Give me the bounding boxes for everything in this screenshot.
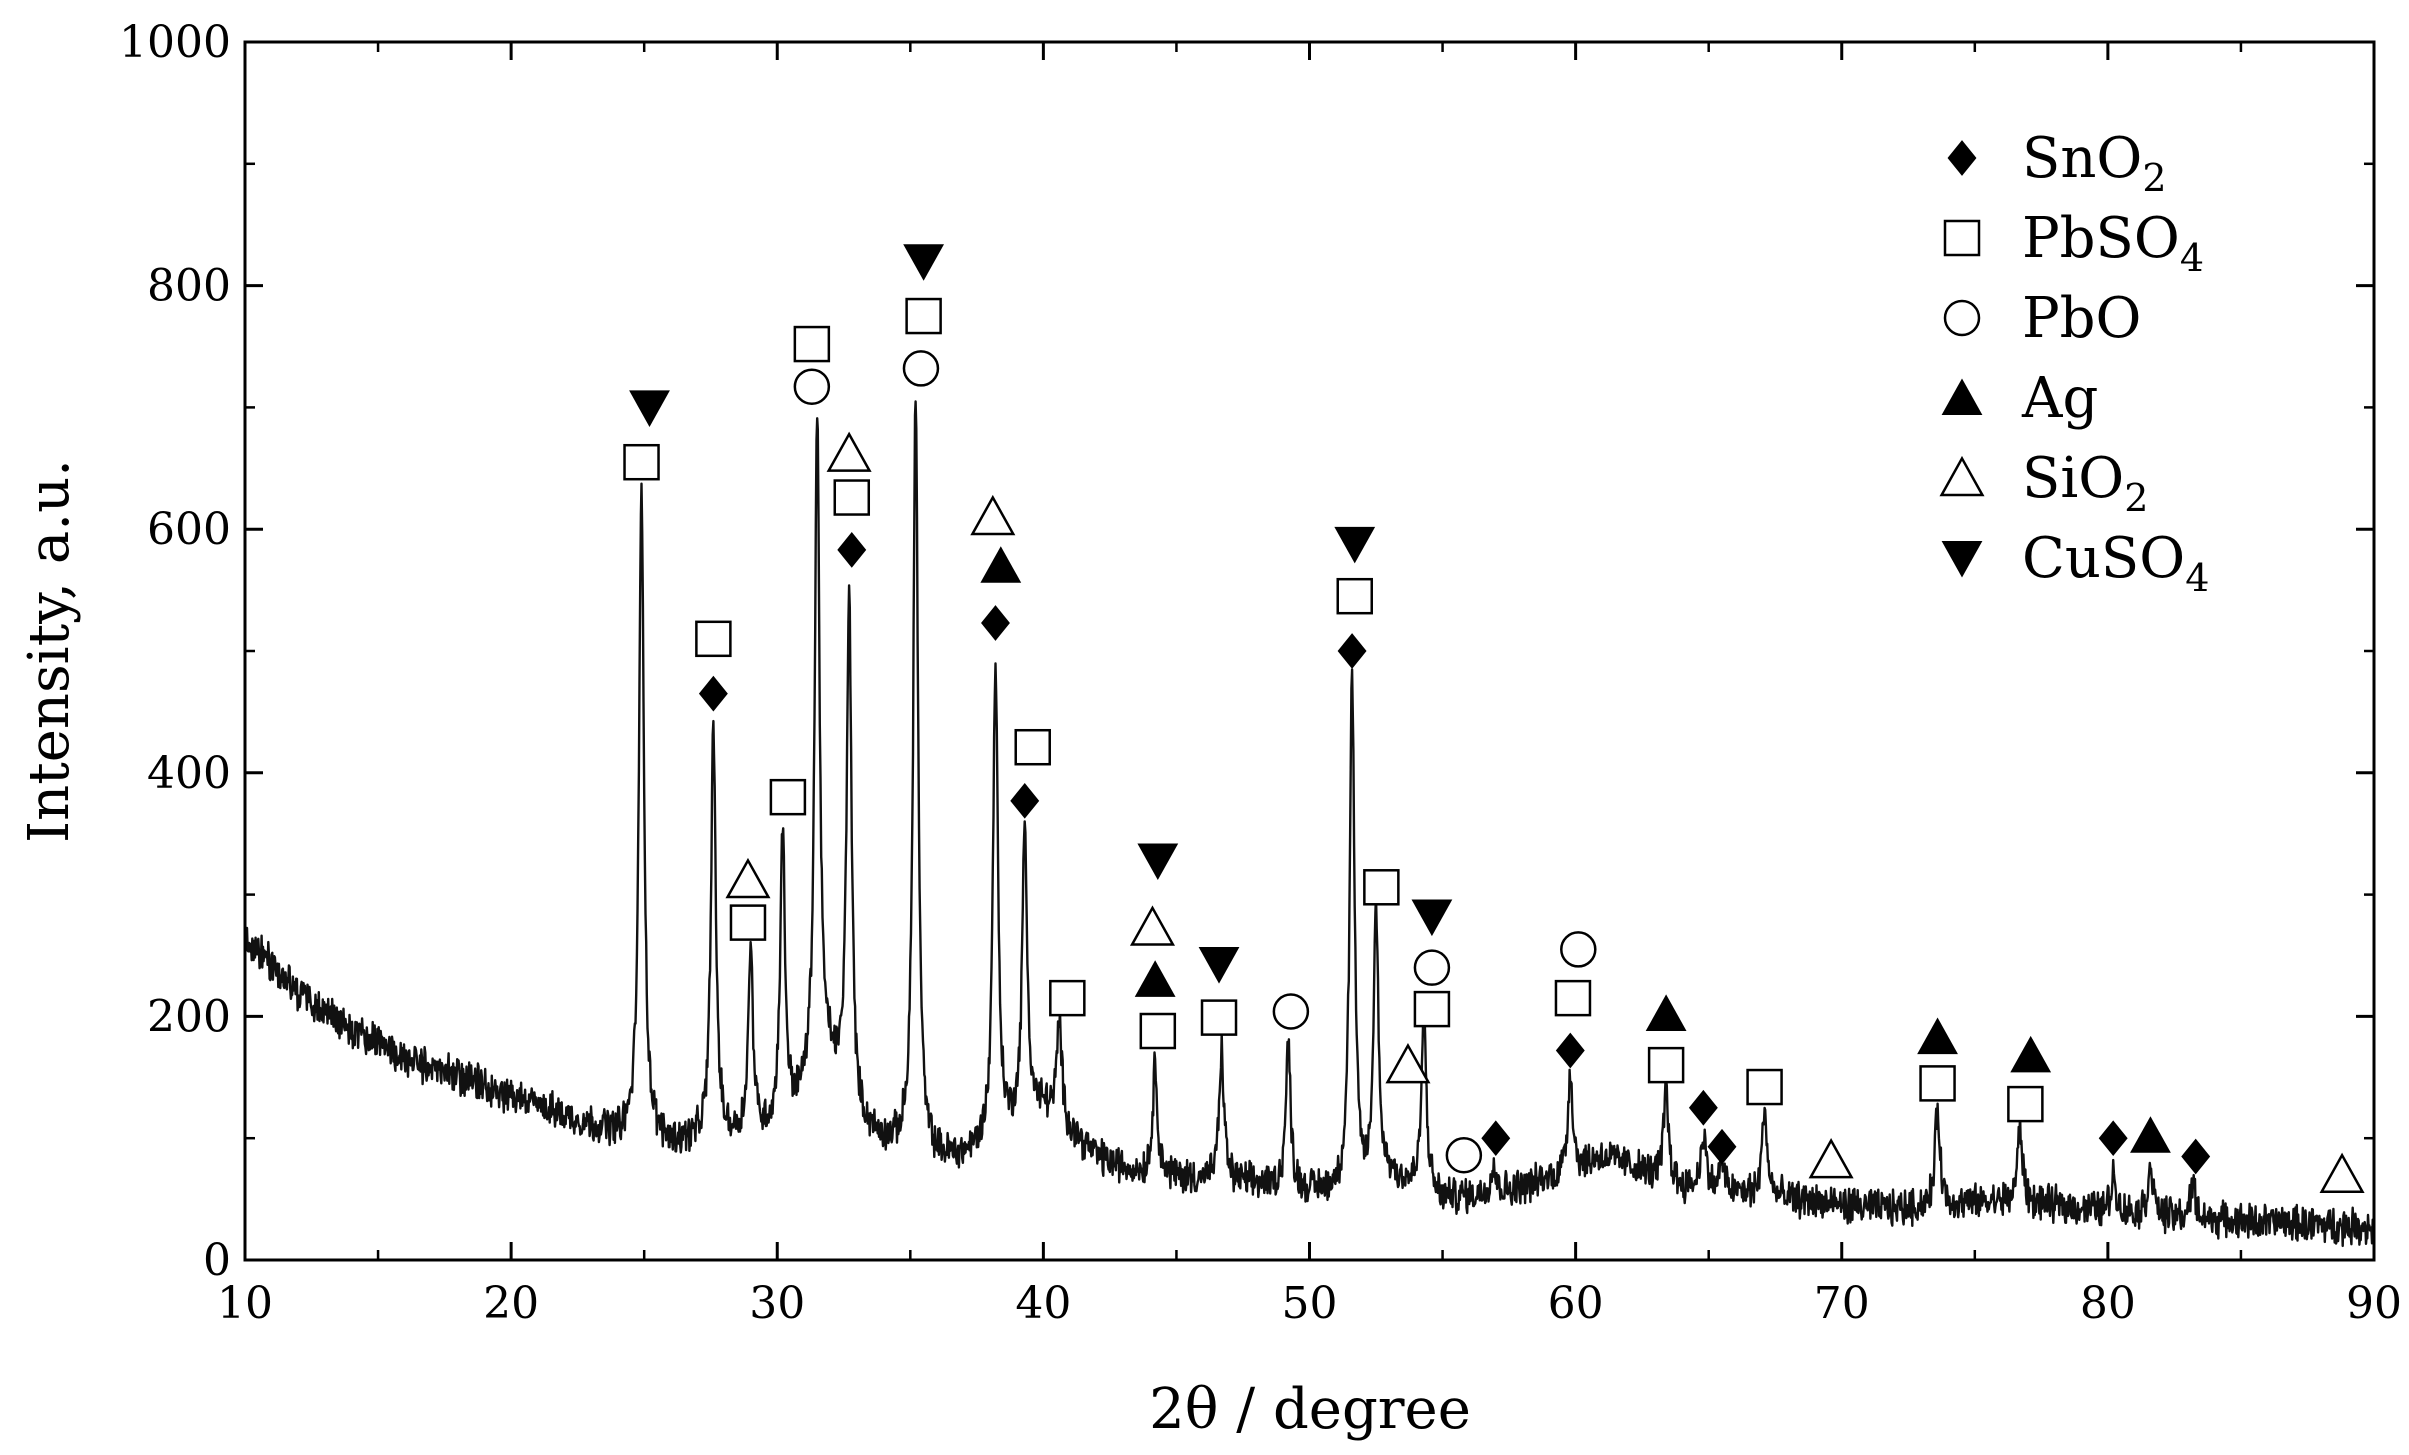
open-circle-marker-38 — [1560, 931, 1597, 968]
filled-diamond-marker-3 — [698, 675, 728, 712]
legend-marker-5 — [1941, 541, 1983, 578]
xrd-pattern-line — [243, 400, 2376, 1248]
filled-triangle-up-marker-52 — [2130, 1116, 2171, 1153]
legend-label-4: SiO2 — [2022, 446, 2148, 520]
open-square-marker-24 — [1139, 1012, 1177, 1050]
filled-diamond-marker-19 — [1010, 782, 1040, 819]
y-tick-label-1000: 1000 — [119, 17, 231, 68]
y-tick-label-400: 400 — [147, 748, 231, 799]
open-square-marker-20 — [1049, 979, 1086, 1017]
legend-label-2: PbO — [2022, 286, 2141, 351]
x-tick-label-30: 30 — [749, 1278, 805, 1329]
filled-triangle-up-marker-47 — [1917, 1017, 1958, 1055]
legend-label-3: Ag — [2021, 366, 2098, 431]
open-square-marker-48 — [1919, 1065, 1956, 1102]
filled-triangle-down-marker-32 — [1411, 899, 1453, 937]
filled-diamond-marker-51 — [2098, 1120, 2128, 1157]
x-tick-label-50: 50 — [1282, 1278, 1338, 1329]
open-circle-marker-8 — [793, 368, 831, 405]
diffraction-pattern — [243, 400, 2376, 1248]
open-square-marker-18 — [1014, 728, 1051, 766]
x-tick-label-20: 20 — [483, 1278, 539, 1329]
legend-marker-1 — [1943, 219, 1981, 257]
x-tick-label-10: 10 — [217, 1278, 273, 1329]
open-square-marker-39 — [1554, 979, 1592, 1017]
x-tick-label-40: 40 — [1015, 1278, 1071, 1329]
open-square-marker-6 — [769, 778, 807, 816]
open-square-marker-31 — [1363, 869, 1400, 906]
open-triangle-up-marker-46 — [1808, 1138, 1854, 1179]
open-square-marker-34 — [1413, 990, 1451, 1028]
open-square-marker-50 — [2007, 1085, 2044, 1123]
filled-diamond-marker-17 — [981, 605, 1010, 641]
legend-label-0: SnO2 — [2022, 126, 2167, 200]
open-square-marker-5 — [729, 904, 767, 941]
open-triangle-up-marker-35 — [1385, 1043, 1431, 1084]
y-tick-label-200: 200 — [147, 991, 231, 1042]
open-triangle-up-marker-9 — [826, 431, 872, 472]
filled-triangle-down-marker-0 — [629, 390, 670, 427]
y-tick-label-0: 0 — [203, 1235, 231, 1286]
x-tick-label-80: 80 — [2080, 1278, 2136, 1329]
open-triangle-up-marker-54 — [2319, 1152, 2365, 1193]
filled-diamond-marker-53 — [2181, 1138, 2211, 1175]
filled-diamond-marker-30 — [1337, 633, 1367, 669]
phase-markers — [623, 244, 2365, 1193]
legend-marker-0 — [1947, 140, 1977, 176]
x-axis: 10 20 30 40 50 60 70 80 90 — [217, 42, 2402, 1329]
open-circle-marker-27 — [1272, 993, 1310, 1030]
filled-diamond-marker-40 — [1555, 1032, 1585, 1069]
filled-triangle-down-marker-12 — [903, 244, 945, 281]
x-tick-label-70: 70 — [1814, 1278, 1870, 1329]
filled-diamond-marker-11 — [837, 532, 867, 568]
y-tick-label-600: 600 — [147, 504, 231, 555]
legend-marker-4 — [1939, 455, 1985, 497]
legend-marker-3 — [1941, 378, 1983, 415]
y-tick-label-800: 800 — [147, 261, 231, 312]
filled-triangle-up-marker-49 — [2010, 1035, 2052, 1073]
open-square-marker-1 — [623, 443, 660, 481]
filled-diamond-marker-37 — [1481, 1120, 1511, 1157]
y-axis: 0 200 400 600 800 1000 — [119, 17, 2374, 1286]
x-tick-label-90: 90 — [2346, 1278, 2402, 1329]
y-axis-title: Intensity, a.u. — [17, 459, 82, 843]
open-square-marker-29 — [1336, 577, 1373, 615]
legend-marker-2 — [1943, 299, 1981, 337]
open-square-marker-26 — [1200, 999, 1238, 1036]
open-circle-marker-33 — [1413, 949, 1451, 986]
legend-label-1: PbSO4 — [2022, 206, 2204, 280]
filled-triangle-down-marker-25 — [1198, 947, 1240, 984]
open-square-marker-7 — [793, 325, 831, 363]
open-square-marker-2 — [695, 620, 732, 658]
open-circle-marker-36 — [1445, 1137, 1483, 1174]
legend-label-5: CuSO4 — [2022, 526, 2209, 600]
filled-diamond-marker-44 — [1707, 1128, 1737, 1165]
x-axis-title: 2θ / degree — [1149, 1377, 1471, 1442]
filled-triangle-down-marker-21 — [1137, 843, 1179, 881]
x-tick-label-60: 60 — [1548, 1278, 1604, 1329]
open-square-marker-13 — [905, 297, 942, 335]
open-square-marker-42 — [1647, 1046, 1685, 1084]
filled-triangle-up-marker-16 — [980, 546, 1022, 583]
open-circle-marker-14 — [902, 350, 940, 387]
open-square-marker-10 — [833, 479, 871, 516]
filled-triangle-up-marker-41 — [1645, 994, 1687, 1031]
filled-triangle-up-marker-23 — [1134, 960, 1176, 997]
open-triangle-up-marker-22 — [1129, 905, 1176, 946]
filled-triangle-down-marker-28 — [1334, 526, 1376, 564]
open-triangle-up-marker-15 — [970, 494, 1016, 536]
open-square-marker-45 — [1746, 1068, 1783, 1106]
filled-diamond-marker-43 — [1688, 1089, 1718, 1126]
open-triangle-up-marker-4 — [725, 857, 771, 899]
